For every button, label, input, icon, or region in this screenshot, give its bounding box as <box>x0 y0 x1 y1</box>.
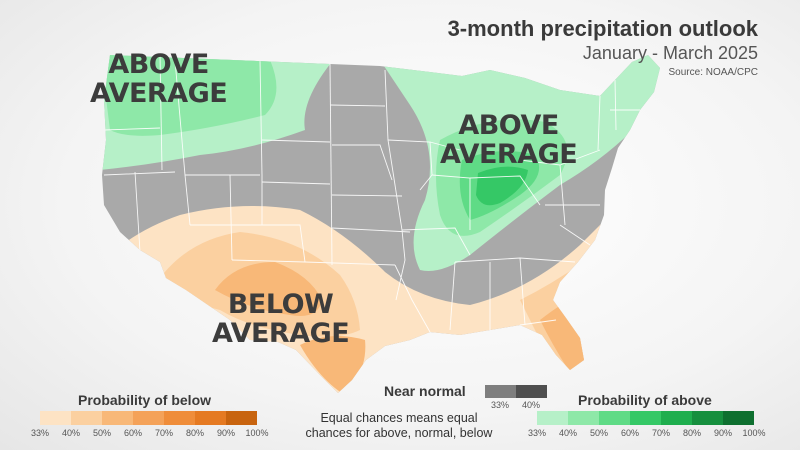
legend-above-swatch <box>537 411 568 425</box>
legend-near-normal-tick-label: 40% <box>521 400 541 410</box>
legend-above-swatch <box>661 411 692 425</box>
source-credit: Source: NOAA/CPC <box>668 67 758 78</box>
legend-above-tick-label: 90% <box>713 428 733 438</box>
legend-near-normal-swatches <box>485 385 547 398</box>
legend-below-tick-label: 60% <box>123 428 143 438</box>
below-region-texas-coast-50 <box>300 336 366 393</box>
legend-above-tick-label: 33% <box>527 428 547 438</box>
legend-below-tick-label: 70% <box>154 428 174 438</box>
above-average-label-northwest: ABOVE AVERAGE <box>90 49 228 109</box>
above-average-label-great-lakes: ABOVE AVERAGE <box>440 110 578 170</box>
legend-below-swatch <box>133 411 164 425</box>
legend-above-tick-label: 60% <box>620 428 640 438</box>
legend-below-tick-label: 90% <box>216 428 236 438</box>
legend-above-swatch <box>692 411 723 425</box>
legend-above-swatch <box>723 411 754 425</box>
legend-below-swatch <box>195 411 226 425</box>
legend-below-tick-label: 100% <box>245 428 269 438</box>
legend-above-swatch <box>599 411 630 425</box>
legend-below-tick-label: 80% <box>185 428 205 438</box>
legend-near-normal-swatch <box>516 385 547 398</box>
legend-below-swatch <box>226 411 257 425</box>
below-average-label-south: BELOW AVERAGE <box>212 289 350 349</box>
legend-below-tick-label: 33% <box>30 428 50 438</box>
legend-above-tick-label: 40% <box>558 428 578 438</box>
legend-near-normal-swatch <box>485 385 516 398</box>
legend-below-swatch <box>102 411 133 425</box>
page-subtitle: January - March 2025 <box>582 43 758 63</box>
legend-above-swatch <box>568 411 599 425</box>
legend-above-title: Probability of above <box>578 392 712 408</box>
legend-below-swatch <box>71 411 102 425</box>
legend-near-normal-title: Near normal <box>384 383 466 399</box>
legend-above-swatches <box>537 411 754 425</box>
above-region-northwest-core <box>102 55 277 136</box>
legend-above-tick-label: 50% <box>589 428 609 438</box>
legend-above-tick-label: 70% <box>651 428 671 438</box>
legend-below-swatch <box>40 411 71 425</box>
legend-above-tick-label: 100% <box>742 428 766 438</box>
legend-above-swatch <box>630 411 661 425</box>
legend-below-swatches <box>40 411 257 425</box>
legend-below-tick-label: 40% <box>61 428 81 438</box>
page-title: 3-month precipitation outlook <box>447 16 758 41</box>
legend-below-tick-label: 50% <box>92 428 112 438</box>
below-region-south-50 <box>215 262 322 316</box>
legend-below-title: Probability of below <box>78 392 212 408</box>
state-boundaries <box>103 55 640 333</box>
legend-near-normal-tick-label: 33% <box>490 400 510 410</box>
legend-above-tick-label: 80% <box>682 428 702 438</box>
legend-below-swatch <box>164 411 195 425</box>
equal-chances-note: Equal chances means equal chances for ab… <box>305 411 493 440</box>
